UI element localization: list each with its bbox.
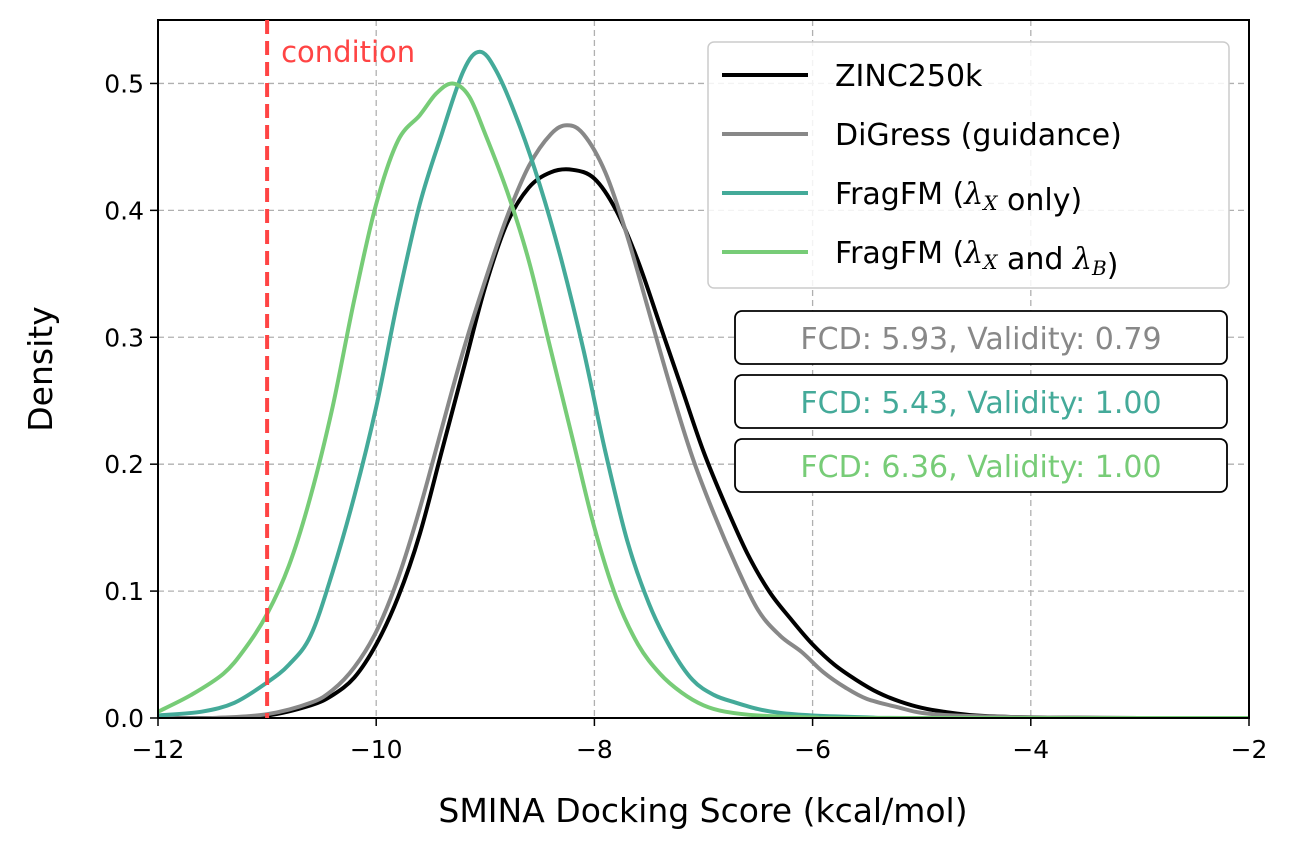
series-line-2 bbox=[158, 49, 1249, 718]
legend-label: FragFM (λX only) bbox=[835, 177, 1082, 218]
legend-label: ZINC250k bbox=[835, 59, 983, 94]
plot-frame bbox=[157, 19, 1250, 719]
x-tick-label: −2 bbox=[1231, 735, 1268, 764]
annotation-text: FCD: 6.36, Validity: 1.00 bbox=[800, 450, 1161, 485]
annotation-box bbox=[734, 310, 1228, 365]
legend-label: FragFM (λX and λB) bbox=[835, 236, 1118, 283]
series-line-0 bbox=[158, 167, 1249, 718]
y-tick-label: 0.3 bbox=[104, 323, 144, 352]
series-line-3 bbox=[158, 81, 1249, 718]
y-tick-label: 0.0 bbox=[104, 704, 144, 733]
axis-ticks: −12 −10 −8 −6 −4 −2 0.0 0.1 0.2 0.3 0.4 0.5 conditio… bbox=[104, 20, 1267, 764]
annotation-text: FCD: 5.43, Validity: 1.00 bbox=[800, 386, 1161, 421]
series-curves bbox=[158, 49, 1249, 718]
y-tick-label: 0.4 bbox=[104, 196, 144, 225]
annotation-text: FCD: 5.93, Validity: 0.79 bbox=[800, 322, 1161, 357]
x-tick-label: −12 bbox=[132, 735, 185, 764]
y-tick-label: 0.5 bbox=[104, 69, 144, 98]
y-tick-label: 0.1 bbox=[104, 577, 144, 606]
x-tick-label: −6 bbox=[794, 735, 831, 764]
x-tick-label: −8 bbox=[576, 735, 613, 764]
y-axis-label: Density bbox=[21, 306, 60, 431]
annotation-box bbox=[734, 438, 1228, 493]
metric-annotations: FCD: 5.93, Validity: 0.79 FCD: 5.43, Vali… bbox=[734, 310, 1228, 493]
legend: ZINC250k DiGress (guidance) FragFM (λX onl… bbox=[707, 41, 1230, 289]
x-tick-label: −10 bbox=[350, 735, 403, 764]
condition-label: condition bbox=[281, 35, 415, 69]
series-line-1 bbox=[158, 123, 1249, 718]
legend-box bbox=[707, 41, 1230, 289]
y-tick-label: 0.2 bbox=[104, 450, 144, 479]
x-axis-label: SMINA Docking Score (kcal/mol) bbox=[438, 791, 967, 830]
legend-label: DiGress (guidance) bbox=[835, 118, 1122, 153]
x-tick-label: −4 bbox=[1012, 735, 1049, 764]
annotation-box bbox=[734, 374, 1228, 429]
